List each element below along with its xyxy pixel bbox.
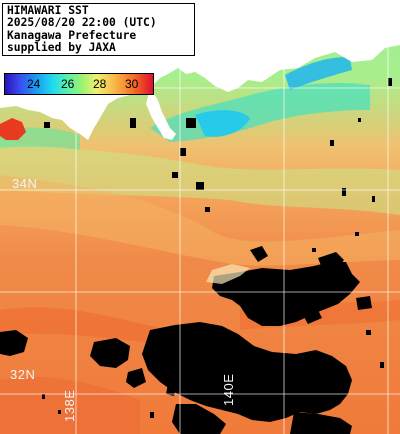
temperature-legend: 24 26 28 30 bbox=[4, 73, 154, 95]
lon-label-138e: 138E bbox=[62, 389, 77, 422]
lat-label-32n: 32N bbox=[10, 367, 36, 382]
legend-tick-28: 28 bbox=[93, 77, 107, 91]
map-title-box: HIMAWARI SST 2025/08/20 22:00 (UTC) Kana… bbox=[2, 3, 195, 56]
lat-label-34n: 34N bbox=[12, 176, 38, 191]
legend-tick-30: 30 bbox=[125, 77, 139, 91]
cool-patch-tokyo bbox=[285, 57, 352, 90]
title-line-2: 2025/08/20 22:00 (UTC) bbox=[7, 16, 157, 30]
legend-tick-24: 24 bbox=[27, 77, 41, 91]
land-izu-peninsula bbox=[146, 88, 176, 140]
cool-patch-sagami bbox=[195, 110, 250, 137]
land-miura bbox=[210, 20, 234, 64]
lon-label-140e: 140E bbox=[221, 373, 236, 406]
islands bbox=[44, 118, 210, 212]
legend-tick-26: 26 bbox=[61, 77, 75, 91]
cloud-edge bbox=[206, 264, 250, 284]
land-boso bbox=[262, 30, 300, 62]
cloud-specks bbox=[42, 78, 392, 418]
warm-coastal-patch bbox=[0, 118, 26, 140]
warm-tongue bbox=[0, 175, 400, 266]
mid-band bbox=[0, 140, 400, 215]
cloud-mask bbox=[0, 246, 372, 434]
legend-color-bar bbox=[5, 74, 153, 94]
title-line-3: Kanagawa Prefecture bbox=[7, 28, 137, 42]
title-line-1: HIMAWARI SST bbox=[7, 4, 89, 17]
warm-streak-1 bbox=[0, 307, 170, 345]
warm-streak-3 bbox=[0, 376, 140, 434]
title-line-4: supplied by JAXA bbox=[7, 41, 116, 55]
